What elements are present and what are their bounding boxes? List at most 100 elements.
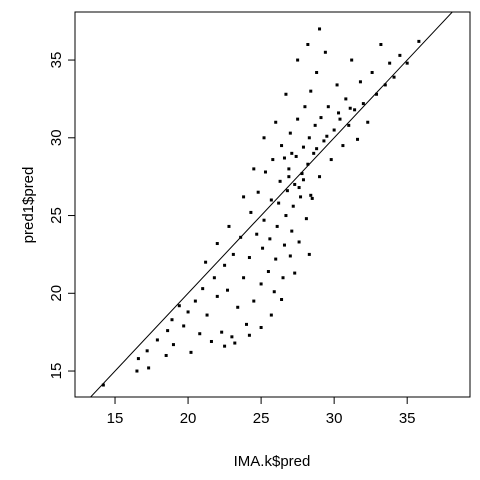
point xyxy=(282,156,286,160)
point xyxy=(263,170,267,174)
point xyxy=(284,92,288,96)
point xyxy=(274,257,278,261)
point xyxy=(288,131,292,135)
point xyxy=(335,83,339,87)
point xyxy=(325,134,329,138)
point xyxy=(301,178,305,182)
point xyxy=(275,224,279,228)
point xyxy=(171,343,175,347)
plot-area xyxy=(89,12,454,397)
point xyxy=(227,224,231,228)
point xyxy=(212,276,216,280)
point xyxy=(353,108,357,112)
y-tick-label: 35 xyxy=(48,52,65,69)
point xyxy=(290,151,294,155)
point xyxy=(296,58,300,62)
point xyxy=(294,154,298,158)
reference-line xyxy=(89,12,454,397)
point xyxy=(101,383,105,387)
point xyxy=(348,106,352,110)
point xyxy=(307,252,311,256)
point xyxy=(166,329,170,333)
point xyxy=(261,246,265,250)
point xyxy=(361,102,365,106)
point xyxy=(307,136,311,140)
point xyxy=(344,97,348,101)
point xyxy=(301,145,305,149)
point xyxy=(296,117,300,121)
point xyxy=(186,310,190,314)
point xyxy=(300,172,304,176)
point xyxy=(164,353,168,357)
y-tick-label: 25 xyxy=(48,207,65,224)
point xyxy=(204,260,208,264)
point xyxy=(226,288,230,292)
point xyxy=(215,294,219,298)
x-tick-label: 15 xyxy=(107,410,124,427)
point xyxy=(274,120,278,124)
point xyxy=(304,217,308,221)
point xyxy=(271,158,275,162)
point xyxy=(319,116,323,120)
point xyxy=(233,341,237,345)
point xyxy=(145,349,149,353)
point xyxy=(291,204,295,208)
point xyxy=(285,189,289,193)
point xyxy=(272,290,276,294)
point xyxy=(278,179,282,183)
point xyxy=(312,151,316,155)
point xyxy=(392,75,396,79)
point xyxy=(242,276,246,280)
point xyxy=(136,357,140,361)
point xyxy=(281,276,285,280)
point xyxy=(282,243,286,247)
point xyxy=(252,167,256,171)
point xyxy=(318,27,322,31)
point xyxy=(379,42,383,46)
point xyxy=(341,144,345,148)
point xyxy=(338,117,342,121)
point xyxy=(280,144,284,148)
point xyxy=(170,318,174,322)
point xyxy=(309,193,313,197)
x-axis-label: IMA.k$pred xyxy=(234,453,311,470)
point xyxy=(220,330,224,334)
point xyxy=(288,254,292,258)
y-tick-label: 15 xyxy=(48,363,65,380)
point xyxy=(147,366,151,370)
point xyxy=(375,92,379,96)
point xyxy=(356,137,360,141)
point xyxy=(287,175,291,179)
point xyxy=(350,58,354,62)
y-axis-label: pred1$pred xyxy=(20,167,37,244)
point xyxy=(388,61,392,65)
point xyxy=(231,252,235,256)
point xyxy=(262,218,266,222)
point xyxy=(193,299,197,303)
point xyxy=(215,242,219,246)
point xyxy=(297,186,301,190)
point xyxy=(290,229,294,233)
point xyxy=(266,270,270,274)
point xyxy=(405,61,409,65)
point xyxy=(383,83,387,87)
point xyxy=(313,123,317,127)
point xyxy=(189,350,193,354)
point xyxy=(249,210,253,214)
point xyxy=(280,298,284,302)
point xyxy=(239,235,243,239)
point xyxy=(347,123,351,127)
y-tick-label: 20 xyxy=(48,285,65,302)
point xyxy=(242,195,246,199)
point xyxy=(268,237,272,241)
point xyxy=(366,120,370,124)
point xyxy=(299,195,303,199)
x-tick-label: 30 xyxy=(326,410,343,427)
plot-frame xyxy=(74,11,471,398)
point xyxy=(277,201,281,205)
point xyxy=(310,196,314,200)
point xyxy=(209,339,213,343)
point xyxy=(259,282,263,286)
point xyxy=(223,263,227,267)
point xyxy=(255,232,259,236)
